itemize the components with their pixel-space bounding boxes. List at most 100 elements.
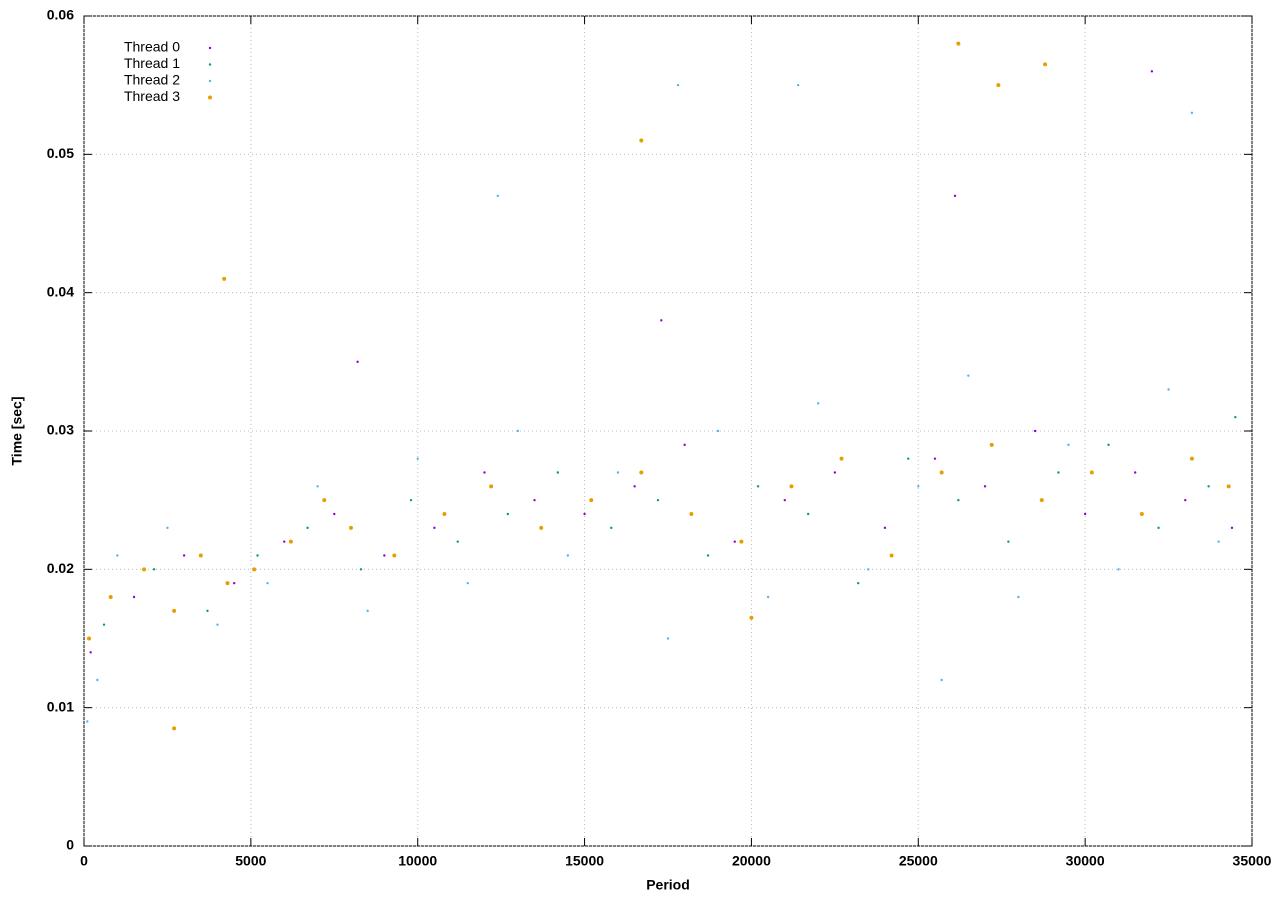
x-tick-label: 20000 [732, 853, 771, 869]
data-point [232, 581, 236, 585]
data-point [132, 595, 136, 599]
y-tick-label: 0.03 [47, 422, 74, 438]
data-point [867, 568, 870, 571]
data-point [756, 485, 760, 488]
data-point [1167, 388, 1170, 391]
data-point [783, 498, 786, 502]
data-point [252, 567, 257, 572]
data-point [87, 636, 92, 641]
x-tick-label: 15000 [565, 853, 604, 869]
data-point [1134, 471, 1137, 474]
legend-label: Thread 1 [124, 55, 180, 71]
data-point [533, 498, 536, 502]
data-point [566, 554, 570, 557]
data-point [1217, 540, 1220, 543]
x-tick-label: 30000 [1066, 853, 1105, 869]
data-point [1117, 568, 1120, 571]
data-point [1184, 498, 1187, 502]
data-point [222, 276, 227, 281]
data-point [939, 470, 944, 475]
data-point [706, 554, 710, 557]
data-point [1043, 62, 1048, 67]
data-point [1057, 471, 1060, 474]
x-axis-label: Period [646, 877, 690, 893]
data-point [639, 470, 644, 475]
data-point [206, 609, 209, 613]
data-point [676, 83, 680, 87]
data-point [1234, 415, 1237, 419]
data-point [166, 526, 169, 530]
data-point [489, 484, 494, 489]
data-point [366, 609, 369, 613]
data-point [953, 194, 957, 198]
data-point [506, 512, 510, 516]
data-point [639, 138, 644, 143]
y-tick-label: 0.02 [47, 560, 74, 576]
data-point [383, 554, 386, 557]
data-point [940, 678, 943, 682]
x-tick-label: 25000 [899, 853, 938, 869]
data-point [806, 512, 810, 516]
data-point [416, 457, 419, 460]
legend-label: Thread 3 [124, 88, 180, 104]
data-point [1067, 443, 1070, 447]
data-point [666, 637, 670, 640]
data-point [359, 568, 363, 571]
x-tick-label: 5000 [235, 853, 266, 869]
data-point [216, 623, 219, 626]
data-point [306, 526, 309, 530]
data-point [1007, 540, 1010, 543]
y-tick-label: 0.04 [47, 283, 74, 299]
data-point [96, 678, 99, 682]
data-point [225, 581, 230, 586]
data-point [883, 526, 887, 530]
data-point [983, 485, 987, 488]
data-point [633, 485, 636, 488]
data-point [433, 526, 436, 530]
data-point [322, 498, 327, 503]
data-point [1139, 512, 1144, 516]
data-point [496, 194, 500, 198]
data-point [716, 429, 720, 433]
data-point [1150, 70, 1154, 73]
y-axis-label: Time [sec] [9, 397, 25, 466]
data-point [1157, 526, 1160, 530]
data-point [660, 319, 663, 322]
data-point [833, 471, 837, 474]
data-point [142, 567, 147, 572]
data-point [907, 457, 910, 460]
legend-marker [208, 79, 212, 83]
data-point [266, 581, 269, 585]
data-point [442, 512, 447, 516]
data-point [86, 720, 89, 723]
data-point [1207, 485, 1210, 488]
data-point [116, 554, 119, 557]
data-point [956, 41, 961, 46]
y-tick-label: 0 [66, 837, 74, 853]
data-point [316, 485, 319, 488]
data-point [483, 471, 486, 474]
data-point [857, 581, 860, 585]
data-point [1039, 498, 1044, 503]
data-point [839, 456, 844, 461]
data-point [102, 623, 106, 626]
y-tick-label: 0.05 [47, 145, 74, 161]
data-point [957, 498, 960, 502]
data-point [967, 374, 970, 377]
data-point [616, 471, 620, 474]
data-point [456, 540, 459, 543]
data-point [333, 512, 336, 516]
y-tick-label: 0.06 [47, 7, 74, 23]
data-point [1089, 470, 1094, 475]
data-point [172, 726, 177, 731]
data-point [733, 540, 736, 543]
data-point [556, 471, 560, 474]
data-point [152, 568, 156, 571]
data-point [1190, 111, 1194, 115]
data-point [182, 554, 186, 557]
data-point [1226, 484, 1231, 489]
data-point [256, 554, 259, 557]
data-point [917, 485, 920, 488]
data-point [589, 498, 594, 503]
data-point [610, 526, 613, 530]
